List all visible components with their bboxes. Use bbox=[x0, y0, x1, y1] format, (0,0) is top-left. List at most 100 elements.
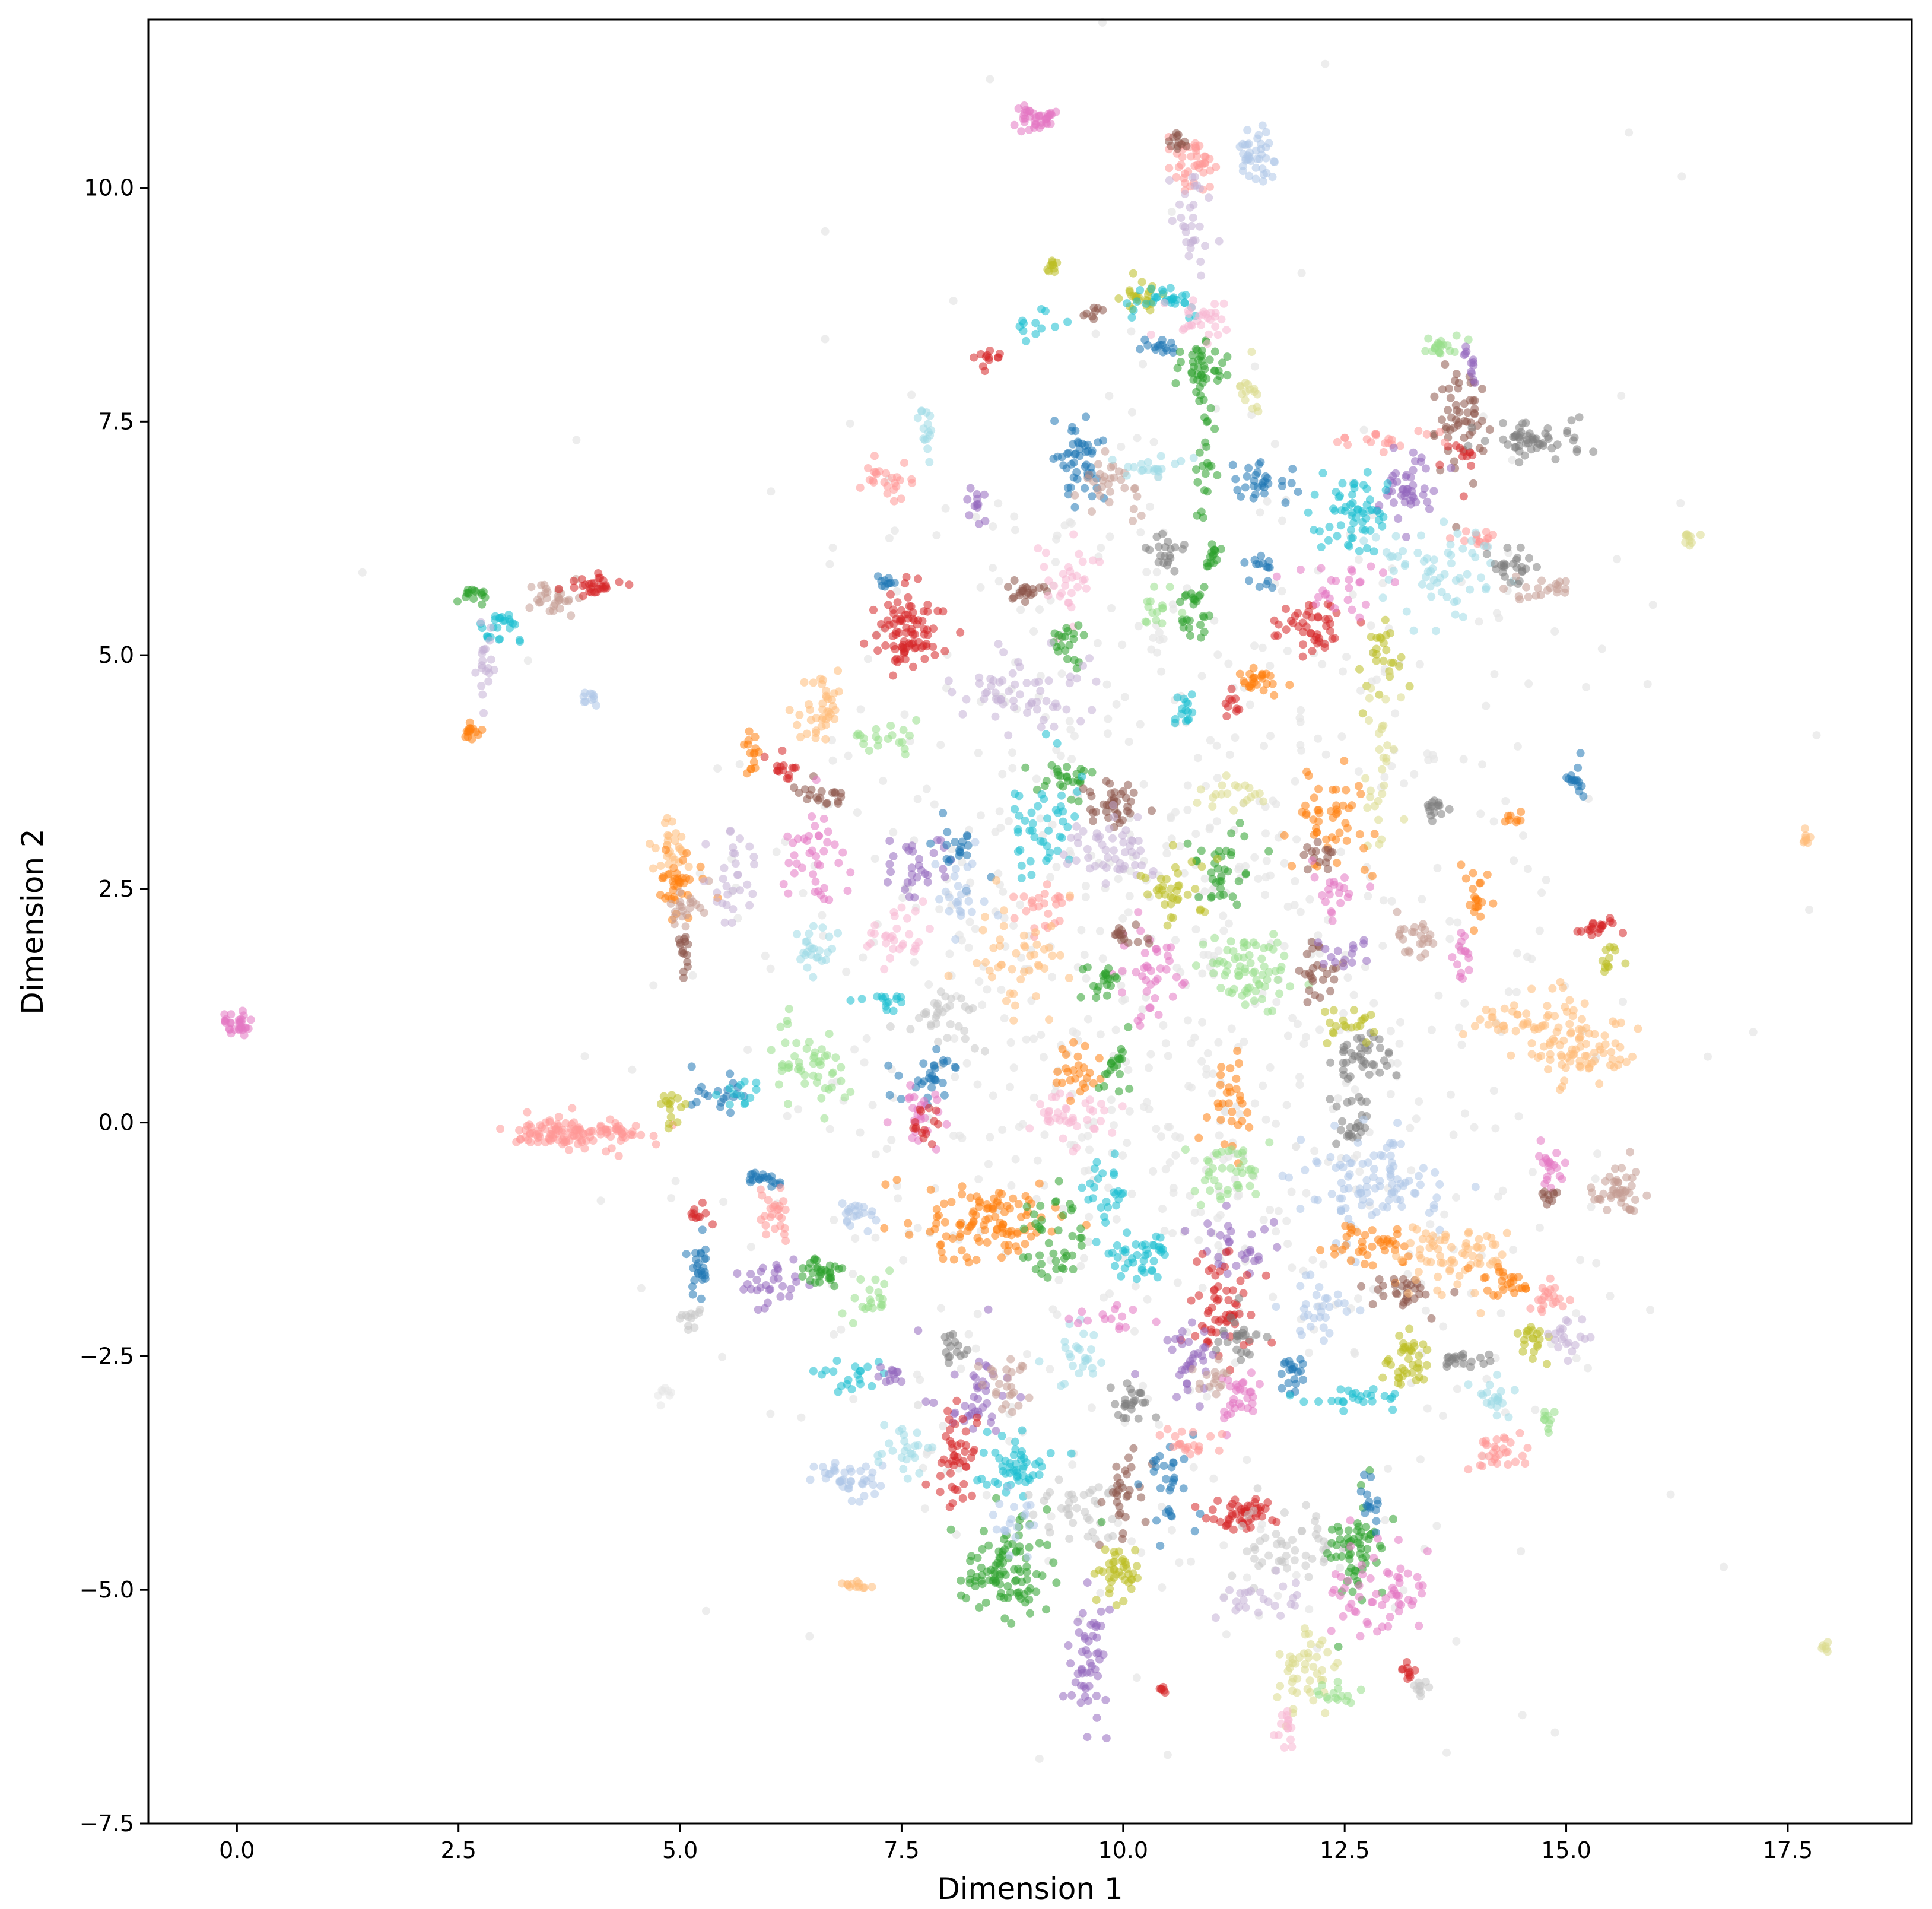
scatter-point bbox=[1208, 551, 1217, 560]
scatter-point bbox=[1362, 1038, 1371, 1047]
scatter-point bbox=[1067, 755, 1076, 764]
scatter-point bbox=[1348, 605, 1356, 614]
scatter-point bbox=[1050, 722, 1059, 731]
scatter-point bbox=[1282, 1216, 1291, 1225]
scatter-point bbox=[1127, 327, 1136, 336]
scatter-point bbox=[1406, 1123, 1415, 1132]
scatter-point bbox=[867, 929, 876, 938]
scatter-point bbox=[1232, 900, 1241, 909]
scatter-point bbox=[1465, 901, 1474, 910]
scatter-point bbox=[1491, 1124, 1500, 1133]
scatter-point bbox=[1225, 1099, 1233, 1108]
scatter-point bbox=[1333, 946, 1342, 955]
scatter-point bbox=[1303, 843, 1312, 852]
scatter-point bbox=[746, 1243, 755, 1252]
scatter-point bbox=[1749, 1028, 1758, 1037]
scatter-point bbox=[929, 1062, 938, 1071]
scatter-point bbox=[1026, 951, 1035, 960]
scatter-point bbox=[1348, 958, 1356, 967]
scatter-point bbox=[1206, 316, 1215, 324]
scatter-point bbox=[940, 1199, 949, 1208]
scatter-point bbox=[940, 647, 949, 656]
scatter-point bbox=[885, 837, 894, 846]
scatter-point bbox=[1241, 870, 1250, 879]
scatter-point bbox=[565, 1146, 573, 1154]
scatter-point bbox=[1524, 679, 1533, 688]
scatter-point bbox=[688, 971, 697, 980]
scatter-point bbox=[1548, 984, 1557, 993]
scatter-point bbox=[1235, 862, 1244, 871]
scatter-point bbox=[1260, 489, 1269, 498]
scatter-point bbox=[675, 901, 684, 910]
scatter-point bbox=[1361, 600, 1370, 609]
scatter-point bbox=[1064, 490, 1073, 499]
scatter-point bbox=[1311, 991, 1320, 1000]
scatter-point bbox=[869, 605, 878, 614]
scatter-point bbox=[1093, 304, 1102, 313]
scatter-point bbox=[1097, 1100, 1105, 1108]
scatter-point bbox=[1077, 1241, 1086, 1250]
scatter-point bbox=[745, 842, 754, 851]
scatter-point bbox=[1117, 988, 1126, 997]
scatter-point bbox=[955, 851, 964, 860]
scatter-point bbox=[893, 598, 902, 607]
scatter-point bbox=[811, 877, 820, 886]
scatter-point bbox=[1253, 134, 1262, 143]
scatter-point bbox=[589, 691, 598, 700]
scatter-point bbox=[1405, 682, 1414, 691]
scatter-point bbox=[923, 601, 932, 609]
scatter-point bbox=[731, 859, 740, 868]
scatter-point bbox=[1457, 937, 1466, 946]
scatter-point bbox=[1194, 592, 1203, 601]
scatter-point bbox=[1214, 1038, 1223, 1047]
scatter-point bbox=[1272, 998, 1281, 1006]
scatter-point bbox=[1030, 833, 1039, 841]
scatter-point bbox=[246, 1015, 255, 1024]
scatter-point bbox=[1280, 942, 1289, 951]
scatter-point bbox=[1062, 1064, 1070, 1073]
scatter-point bbox=[1429, 555, 1438, 564]
scatter-point bbox=[976, 350, 985, 358]
scatter-point bbox=[579, 582, 587, 590]
scatter-point bbox=[1216, 1081, 1225, 1090]
scatter-point bbox=[1572, 447, 1581, 456]
scatter-point bbox=[812, 714, 821, 723]
scatter-point bbox=[825, 1125, 834, 1133]
scatter-point bbox=[1231, 954, 1239, 963]
scatter-point bbox=[1228, 460, 1237, 469]
scatter-point bbox=[1329, 814, 1337, 822]
scatter-point bbox=[932, 1106, 940, 1115]
scatter-point bbox=[1301, 1165, 1310, 1174]
scatter-point bbox=[960, 1027, 969, 1035]
scatter-point bbox=[1222, 846, 1231, 855]
scatter-point bbox=[884, 1061, 893, 1070]
scatter-point bbox=[1006, 1038, 1015, 1047]
scatter-point bbox=[1460, 433, 1469, 442]
scatter-point bbox=[1333, 859, 1342, 868]
scatter-point bbox=[1323, 865, 1332, 873]
scatter-point bbox=[1190, 1187, 1199, 1196]
scatter-point bbox=[1032, 705, 1041, 714]
scatter-point bbox=[1120, 484, 1129, 493]
scatter-point bbox=[1088, 507, 1096, 516]
scatter-point bbox=[1011, 1155, 1020, 1164]
scatter-point bbox=[837, 1325, 846, 1334]
scatter-point bbox=[1144, 465, 1153, 474]
scatter-point bbox=[1457, 968, 1466, 977]
scatter-point bbox=[968, 1209, 977, 1218]
scatter-point bbox=[1353, 1138, 1362, 1147]
scatter-point bbox=[749, 852, 758, 861]
scatter-point bbox=[1375, 690, 1384, 699]
scatter-point bbox=[1382, 754, 1391, 763]
scatter-point bbox=[1556, 1050, 1565, 1059]
scatter-point bbox=[675, 878, 684, 887]
scatter-point bbox=[526, 1138, 535, 1146]
scatter-point bbox=[1345, 542, 1354, 551]
scatter-point bbox=[1374, 815, 1383, 824]
scatter-point bbox=[1000, 913, 1009, 922]
scatter-point bbox=[1423, 497, 1432, 506]
scatter-point bbox=[777, 1214, 786, 1222]
scatter-point bbox=[1066, 1097, 1075, 1105]
scatter-point bbox=[1032, 940, 1041, 949]
scatter-point bbox=[1368, 872, 1377, 881]
